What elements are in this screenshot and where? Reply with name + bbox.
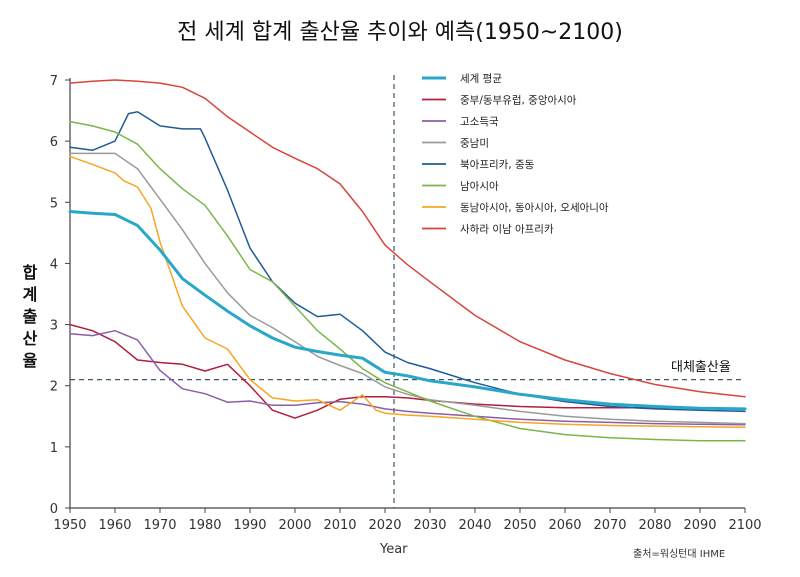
legend-item-label: 사하라 이남 아프리카	[460, 223, 554, 236]
x-tick-label: 2050	[503, 518, 536, 533]
x-tick-label: 2100	[728, 518, 761, 533]
replacement-rate-label: 대체출산율	[671, 360, 731, 375]
y-axis-label-char: 산	[22, 329, 38, 348]
series-line	[68, 210, 747, 411]
y-tick-label: 2	[50, 380, 58, 395]
y-axis-label-char: 합	[22, 263, 38, 282]
series-line	[69, 155, 746, 429]
series-line	[69, 120, 746, 442]
x-tick-label: 2020	[368, 518, 401, 533]
x-tick-label: 1990	[233, 518, 266, 533]
x-tick-label: 2090	[683, 518, 716, 533]
x-tick-label: 2060	[548, 518, 581, 533]
y-tick-label: 7	[50, 74, 58, 89]
legend-item-label: 중부/동부유럽, 중앙아시아	[460, 94, 577, 107]
x-tick-label: 2080	[638, 518, 671, 533]
legend-item-label: 남아시아	[460, 181, 499, 193]
series-line	[69, 111, 746, 413]
x-tick-label: 2000	[278, 518, 311, 533]
x-tick-label: 2010	[323, 518, 356, 533]
x-tick-label: 2030	[413, 518, 446, 533]
y-axis-label: 합 계 출 산 율	[18, 262, 42, 372]
y-tick-label: 5	[50, 196, 58, 211]
legend-item-label: 중남미	[460, 138, 489, 150]
y-tick-label: 3	[50, 319, 58, 334]
series-layer	[68, 79, 747, 442]
y-tick-label: 4	[50, 257, 58, 272]
x-tick-label: 1960	[98, 518, 131, 533]
x-tick-label: 2040	[458, 518, 491, 533]
legend-item-label: 고소득국	[460, 116, 499, 128]
legend-item-label: 동남아시아, 동아시아, 오세아니아	[460, 202, 609, 214]
chart-title: 전 세계 합계 출산율 추이와 예측(1950~2100)	[177, 20, 623, 45]
x-tick-label: 1970	[143, 518, 176, 533]
y-axis-label-char: 출	[22, 307, 38, 326]
series-line	[69, 152, 746, 425]
legend-item-label: 세계 평균	[460, 73, 502, 85]
reference-lines	[70, 75, 745, 508]
x-tick-label: 1950	[53, 518, 86, 533]
series-line	[69, 79, 746, 398]
x-axis-label: Year	[380, 542, 408, 557]
x-tick-label: 2070	[593, 518, 626, 533]
x-tick-label: 1980	[188, 518, 221, 533]
series-line	[69, 329, 746, 426]
y-tick-label: 0	[50, 502, 58, 517]
axes: 0 1 2 3 4 5 6 7 1950 1960 1970 1980 1990 2000 2010 2020…	[50, 74, 762, 533]
y-tick-label: 1	[50, 441, 58, 456]
source-note: 출처=워싱턴대 IHME	[633, 549, 726, 560]
y-axis-label-char: 계	[22, 285, 38, 304]
y-axis-label-char: 율	[22, 351, 38, 370]
series-line	[69, 323, 746, 419]
legend-item-label: 북아프리카, 중동	[460, 159, 535, 171]
y-tick-label: 6	[50, 135, 58, 150]
